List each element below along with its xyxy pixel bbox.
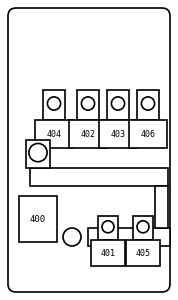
Bar [155, 186, 168, 228]
Bar [43, 90, 65, 120]
Text: 401: 401 [101, 249, 116, 258]
Bar [126, 240, 160, 266]
Bar [99, 120, 137, 148]
Bar [26, 140, 50, 168]
Bar [107, 90, 129, 120]
Bar [19, 196, 57, 242]
Text: 405: 405 [135, 249, 151, 258]
Circle shape [102, 221, 114, 233]
Circle shape [47, 97, 61, 110]
Bar [69, 120, 107, 148]
Circle shape [81, 97, 95, 110]
Bar [137, 90, 159, 120]
Bar [129, 120, 167, 148]
FancyBboxPatch shape [8, 8, 170, 292]
Bar [30, 168, 168, 186]
Circle shape [141, 97, 155, 110]
Text: 400: 400 [30, 215, 46, 224]
Bar [98, 216, 118, 240]
Circle shape [29, 143, 47, 162]
Circle shape [63, 228, 81, 246]
Circle shape [137, 221, 149, 233]
Text: 404: 404 [46, 130, 62, 139]
Text: 402: 402 [80, 130, 96, 139]
Bar [91, 240, 125, 266]
Bar [35, 120, 73, 148]
Text: 403: 403 [111, 130, 125, 139]
Circle shape [111, 97, 125, 110]
Bar [88, 228, 170, 246]
Bar [133, 216, 153, 240]
Text: 406: 406 [140, 130, 156, 139]
Bar [77, 90, 99, 120]
